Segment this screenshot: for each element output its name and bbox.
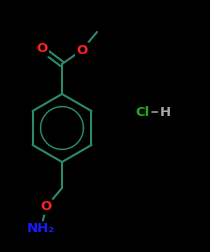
Text: O: O [40,201,52,213]
Text: O: O [76,44,88,56]
Text: Cl: Cl [136,106,150,118]
Text: O: O [36,43,48,55]
Text: H: H [159,106,171,118]
Text: NH₂: NH₂ [27,223,55,236]
